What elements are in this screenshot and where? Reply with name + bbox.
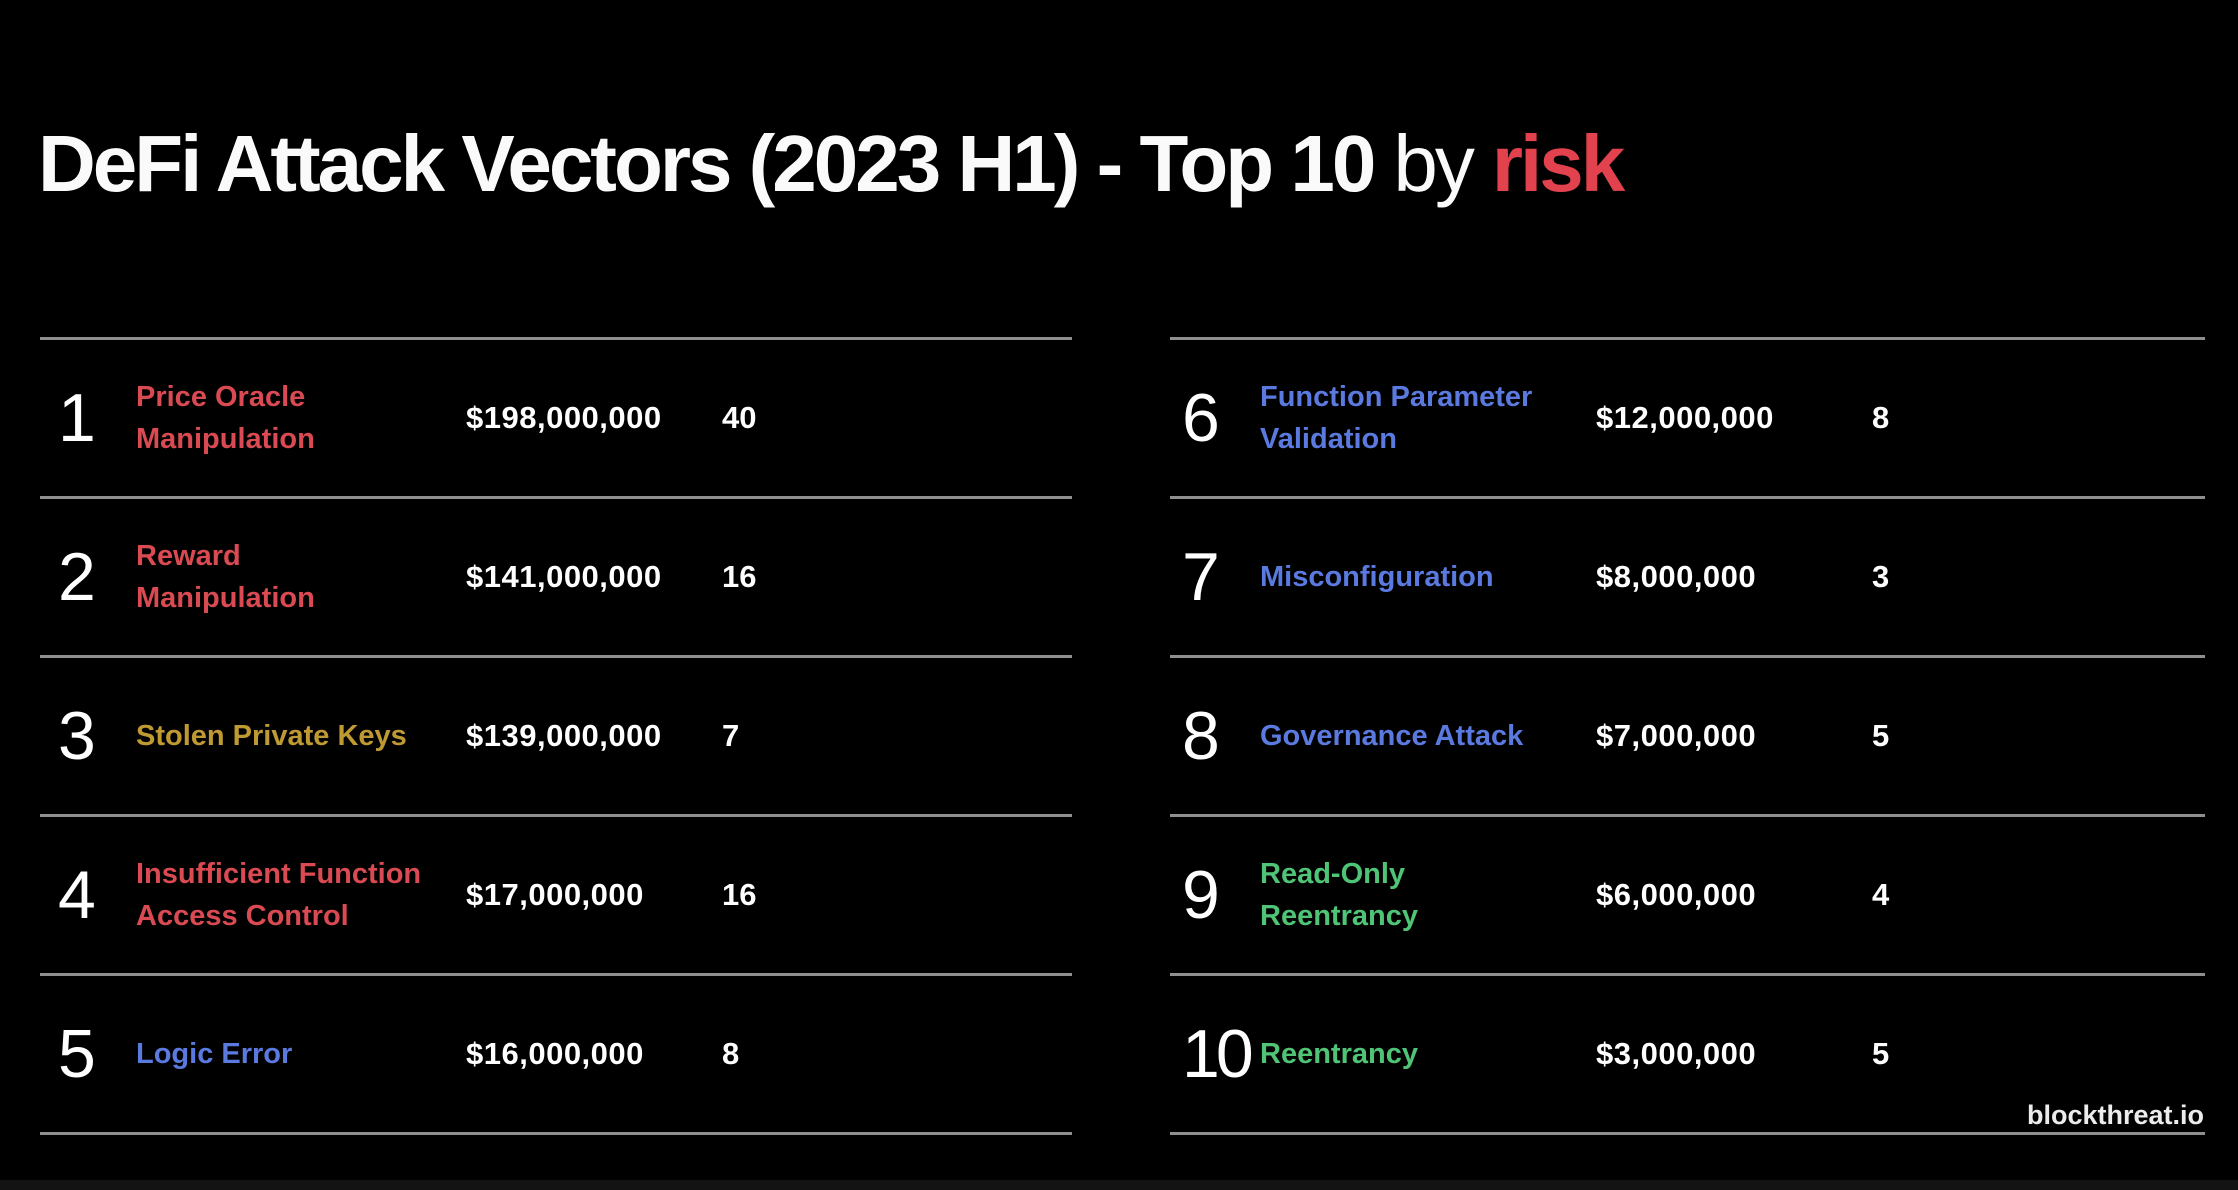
table-row-9: 9 Read-Only Reentrancy $6,000,000 4	[1170, 814, 2205, 973]
attack-vector-label: Reentrancy	[1260, 1037, 1418, 1070]
incident-count: 40	[722, 400, 757, 435]
table-row-2: 2 Reward Manipulation $141,000,000 16	[40, 496, 1072, 655]
rank-number: 1	[58, 380, 96, 456]
table-row-10: 10 Reentrancy $3,000,000 5	[1170, 973, 2205, 1132]
incident-count: 4	[1872, 877, 1890, 912]
rank-number: 8	[1182, 698, 1220, 774]
table-row-5: 5 Logic Error $16,000,000 8	[40, 973, 1072, 1132]
loss-amount: $6,000,000	[1596, 877, 1757, 912]
rank-number: 3	[58, 698, 96, 774]
bottom-edge-strip	[0, 1180, 2238, 1190]
incident-count: 5	[1872, 718, 1890, 753]
attack-vector-label: Misconfiguration	[1260, 560, 1494, 593]
attack-vector-label: Insufficient Function Access Control	[136, 857, 422, 932]
table-row-8: 8 Governance Attack $7,000,000 5	[1170, 655, 2205, 814]
title-connector: by	[1393, 119, 1474, 208]
rank-number: 4	[58, 857, 96, 933]
loss-amount: $7,000,000	[1596, 718, 1757, 753]
table-row-6: 6 Function Parameter Validation $12,000,…	[1170, 337, 2205, 496]
loss-amount: $16,000,000	[466, 1036, 644, 1071]
table-row-7: 7 Misconfiguration $8,000,000 3	[1170, 496, 2205, 655]
incident-count: 8	[722, 1036, 740, 1071]
loss-amount: $139,000,000	[466, 718, 662, 753]
incident-count: 16	[722, 559, 757, 594]
rank-number: 5	[58, 1016, 96, 1092]
loss-amount: $17,000,000	[466, 877, 644, 912]
attack-vector-label: Logic Error	[136, 1037, 293, 1070]
table-row-3: 3 Stolen Private Keys $139,000,000 7	[40, 655, 1072, 814]
source-watermark: blockthreat.io	[2026, 1100, 2204, 1130]
loss-amount: $3,000,000	[1596, 1036, 1757, 1071]
attack-vector-label: Stolen Private Keys	[136, 719, 407, 752]
table-row-1: 1 Price Oracle Manipulation $198,000,000…	[40, 337, 1072, 496]
loss-amount: $198,000,000	[466, 400, 662, 435]
rank-number: 7	[1182, 539, 1220, 615]
rank-number: 9	[1182, 857, 1220, 933]
rank-list-left: 1 Price Oracle Manipulation $198,000,000…	[40, 337, 1072, 1135]
loss-amount: $141,000,000	[466, 559, 662, 594]
incident-count: 7	[722, 718, 740, 753]
loss-amount: $12,000,000	[1596, 400, 1774, 435]
attack-vector-label: Governance Attack	[1260, 719, 1524, 752]
rank-list-right: 6 Function Parameter Validation $12,000,…	[1170, 337, 2205, 1135]
rank-number: 10	[1182, 1016, 1254, 1092]
incident-count: 3	[1872, 559, 1890, 594]
incident-count: 8	[1872, 400, 1890, 435]
loss-amount: $8,000,000	[1596, 559, 1757, 594]
attack-vector-label: Read-Only Reentrancy	[1260, 857, 1418, 932]
attack-vector-label: Reward Manipulation	[136, 539, 315, 614]
rank-number: 6	[1182, 380, 1220, 456]
page-title: DeFi Attack Vectors (2023 H1) - Top 10 by…	[38, 118, 1625, 210]
table-row-4: 4 Insufficient Function Access Control $…	[40, 814, 1072, 973]
rank-number: 2	[58, 539, 96, 615]
attack-vector-label: Price Oracle Manipulation	[136, 380, 315, 455]
incident-count: 16	[722, 877, 757, 912]
incident-count: 5	[1872, 1036, 1890, 1071]
title-main: DeFi Attack Vectors (2023 H1) - Top 10	[38, 119, 1376, 208]
attack-vector-label: Function Parameter Validation	[1260, 380, 1533, 455]
title-highlight: risk	[1491, 119, 1625, 208]
